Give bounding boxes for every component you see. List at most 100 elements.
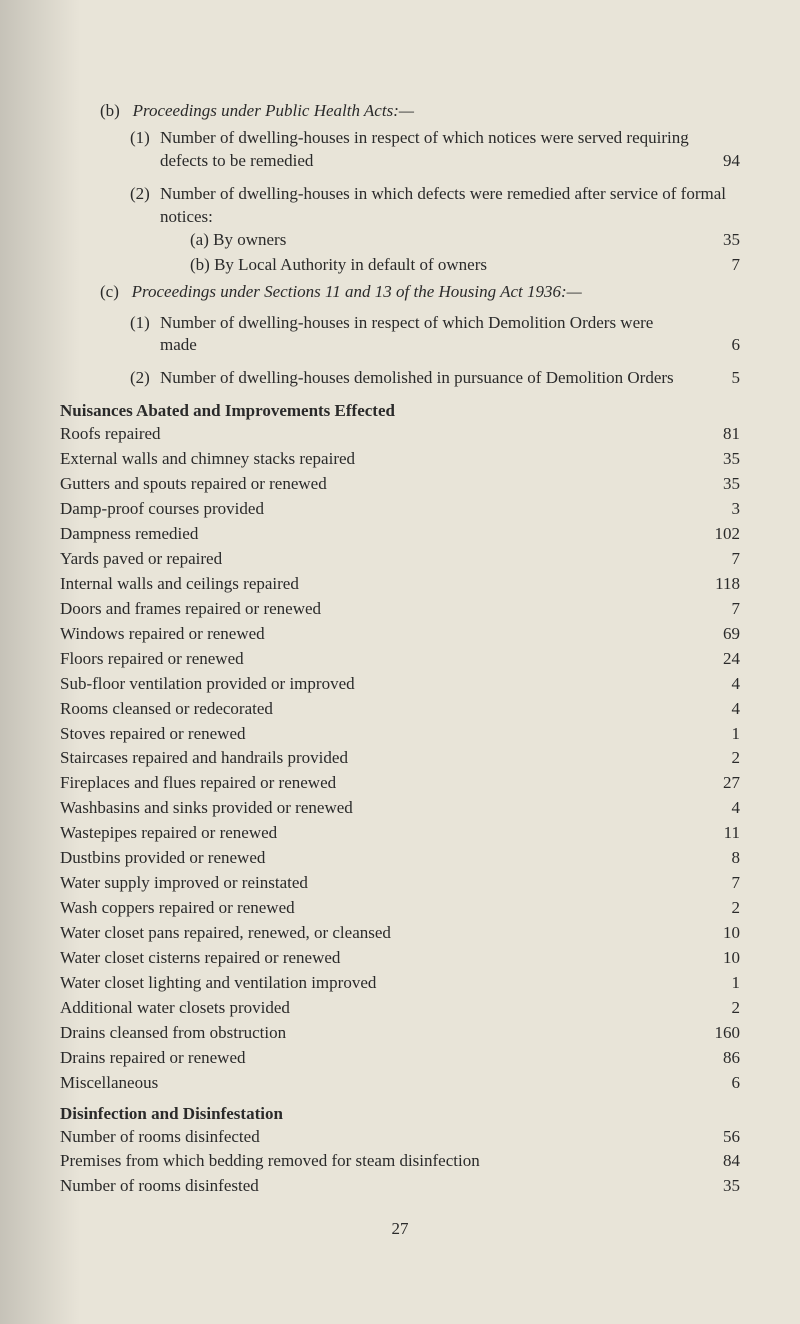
list-item-label: Water closet pans repaired, renewed, or …: [60, 922, 700, 945]
list-item-label: Washbasins and sinks provided or renewed: [60, 797, 700, 820]
page-number: 27: [60, 1218, 740, 1241]
item-value: 94: [700, 150, 740, 173]
list-item-label: Number of rooms disinfested: [60, 1175, 700, 1198]
item-text: Number of dwelling-houses in respect of …: [160, 127, 700, 173]
list-item-label: Roofs repaired: [60, 423, 700, 446]
list-item: Additional water closets provided2: [60, 997, 740, 1020]
item-text: Number of dwelling-houses in respect of …: [160, 312, 700, 358]
list-item: Number of rooms disinfested35: [60, 1175, 740, 1198]
list-item-value: 35: [700, 448, 740, 471]
list-item-value: 10: [700, 922, 740, 945]
item-num: (1): [130, 312, 160, 360]
subitem-value: 35: [700, 229, 740, 252]
list-item-label: Internal walls and ceilings repaired: [60, 573, 700, 596]
list-item-label: Gutters and spouts repaired or renewed: [60, 473, 700, 496]
section-c-marker: (c): [100, 282, 119, 301]
list-item: Fireplaces and flues repaired or renewed…: [60, 772, 740, 795]
nuisances-list: Roofs repaired 8 1 External walls and chimn…: [60, 423, 740, 1094]
list-item: Premises from which bedding removed for …: [60, 1150, 740, 1173]
list-item-value: 84: [700, 1150, 740, 1173]
subitem-text: By owners: [213, 230, 286, 249]
list-item: Wash coppers repaired or renewed2: [60, 897, 740, 920]
list-item-label: Staircases repaired and handrails provid…: [60, 747, 700, 770]
list-item-value: 8: [700, 847, 740, 870]
section-c-title: Proceedings under Sections 11 and 13 of …: [132, 282, 582, 301]
list-item: Water closet lighting and ventilation im…: [60, 972, 740, 995]
list-item-value: 1: [700, 972, 740, 995]
section-b-header: (b) Proceedings under Public Health Acts…: [60, 100, 740, 123]
list-item-label: Doors and frames repaired or renewed: [60, 598, 700, 621]
list-item-label: Rooms cleansed or redecorated: [60, 698, 700, 721]
list-item: Stoves repaired or renewed1: [60, 723, 740, 746]
list-item-label: Floors repaired or renewed: [60, 648, 700, 671]
list-item-value: 7: [700, 872, 740, 895]
item-value: 6: [700, 334, 740, 357]
list-item-value: 2: [700, 897, 740, 920]
list-item-label: Additional water closets provided: [60, 997, 700, 1020]
list-item-value: 11: [700, 822, 740, 845]
list-item-label: Miscellaneous: [60, 1072, 700, 1095]
list-item-label: External walls and chimney stacks repair…: [60, 448, 700, 471]
list-item: Staircases repaired and handrails provid…: [60, 747, 740, 770]
item-num: (1): [130, 127, 160, 175]
list-item: Floors repaired or renewed24: [60, 648, 740, 671]
section-c-item-2: (2) Number of dwelling-houses demolished…: [60, 367, 740, 392]
disinfection-heading: Disinfection and Disinfestation: [60, 1103, 740, 1126]
list-item-label: Stoves repaired or renewed: [60, 723, 700, 746]
list-item-value: 7: [700, 598, 740, 621]
list-item-value: 7: [700, 548, 740, 571]
list-item-value: 4: [700, 673, 740, 696]
list-item-value: 35: [700, 1175, 740, 1198]
list-item: Number of rooms disinfected56: [60, 1126, 740, 1149]
list-item-value: 56: [700, 1126, 740, 1149]
list-item-value: 3: [700, 498, 740, 521]
list-item: Yards paved or repaired7: [60, 548, 740, 571]
item-text: Number of dwelling-houses in which defec…: [160, 184, 726, 226]
list-item: Water closet cisterns repaired or renewe…: [60, 947, 740, 970]
list-item-value: 35: [700, 473, 740, 496]
section-b-marker: (b): [100, 101, 120, 120]
list-item: Water closet pans repaired, renewed, or …: [60, 922, 740, 945]
list-item-label: Drains cleansed from obstruction: [60, 1022, 700, 1045]
list-item-label: Water closet cisterns repaired or renewe…: [60, 947, 700, 970]
item-value: 5: [700, 367, 740, 390]
list-item: Damp-proof courses provided3: [60, 498, 740, 521]
list-item-value: 6: [700, 1072, 740, 1095]
section-b-subitem-b: (b) By Local Authority in default of own…: [60, 254, 740, 277]
list-item-value: 4: [700, 698, 740, 721]
list-item: Sub-floor ventilation provided or improv…: [60, 673, 740, 696]
list-item-value: 1: [700, 723, 740, 746]
subitem-text: By Local Authority in default of owners: [214, 255, 487, 274]
list-item-label: Dampness remedied: [60, 523, 700, 546]
list-item-value: 2: [700, 747, 740, 770]
section-b-item-2: (2) Number of dwelling-houses in which d…: [60, 183, 740, 229]
section-b-item-1: (1) Number of dwelling-houses in respect…: [60, 127, 740, 175]
list-item-value: 118: [700, 573, 740, 596]
list-item: Doors and frames repaired or renewed7: [60, 598, 740, 621]
list-item: Drains repaired or renewed86: [60, 1047, 740, 1070]
list-item: Internal walls and ceilings repaired118: [60, 573, 740, 596]
list-item-label: Number of rooms disinfected: [60, 1126, 700, 1149]
list-item: Dampness remedied102: [60, 523, 740, 546]
list-item: Rooms cleansed or redecorated4: [60, 698, 740, 721]
list-item: Gutters and spouts repaired or renewed35: [60, 473, 740, 496]
list-item-value: 4: [700, 797, 740, 820]
list-item-label: Water closet lighting and ventilation im…: [60, 972, 700, 995]
section-b-subitem-a: (a) By owners 35: [60, 229, 740, 252]
list-item-label: Drains repaired or renewed: [60, 1047, 700, 1070]
list-item: Miscellaneous6: [60, 1072, 740, 1095]
list-item-label: Wash coppers repaired or renewed: [60, 897, 700, 920]
list-item-label: Yards paved or repaired: [60, 548, 700, 571]
list-item: Water supply improved or reinstated7: [60, 872, 740, 895]
list-item-value: 69: [700, 623, 740, 646]
item-num: (2): [130, 367, 160, 392]
section-b-title: Proceedings under Public Health Acts:—: [133, 101, 414, 120]
list-item: Windows repaired or renewed69: [60, 623, 740, 646]
list-item-value: 24: [700, 648, 740, 671]
section-c-item-1: (1) Number of dwelling-houses in respect…: [60, 312, 740, 360]
list-item-label: Windows repaired or renewed: [60, 623, 700, 646]
disinfection-list: Number of rooms disinfected56Premises fr…: [60, 1126, 740, 1199]
item-num: (2): [130, 183, 160, 229]
list-item-label: Premises from which bedding removed for …: [60, 1150, 700, 1173]
list-item: Washbasins and sinks provided or renewed…: [60, 797, 740, 820]
